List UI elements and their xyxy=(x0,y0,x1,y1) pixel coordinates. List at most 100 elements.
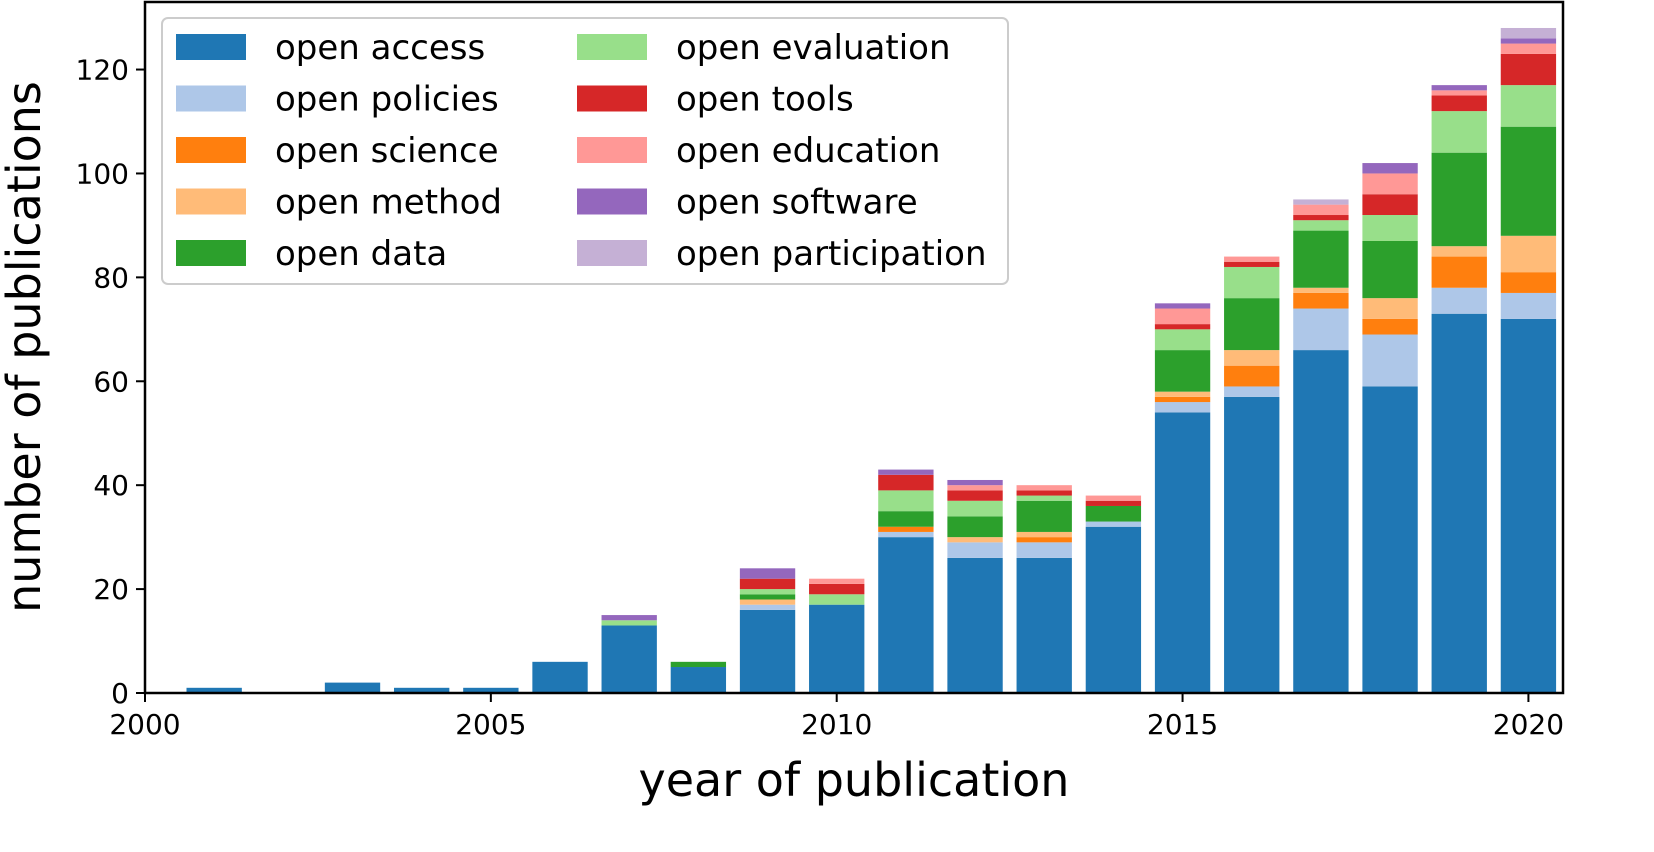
bar-segment-open-software-2019 xyxy=(1431,85,1487,91)
bar-segment-open-evaluation-2016 xyxy=(1224,266,1280,299)
bar-segment-open-software-2012 xyxy=(947,479,1003,486)
bar-segment-open-access-2018 xyxy=(1362,386,1418,693)
y-axis-ticks: 0 20 40 60 80 100 120 xyxy=(76,54,145,710)
bar-segment-open-policies-2020 xyxy=(1500,292,1557,319)
bar-segment-open-access-2008 xyxy=(670,667,727,693)
bar-segment-open-method-2019 xyxy=(1431,246,1487,257)
bar-segment-open-policies-2018 xyxy=(1362,334,1418,387)
bars-group xyxy=(186,27,1557,693)
bar-segment-open-tools-2012 xyxy=(947,490,1003,501)
bar-segment-open-software-2018 xyxy=(1362,163,1418,174)
legend: open access open policies open science open… xyxy=(161,17,1009,285)
bar-segment-open-education-2014 xyxy=(1085,495,1142,501)
bar-segment-open-policies-2017 xyxy=(1293,308,1349,351)
bar-segment-open-evaluation-2009 xyxy=(739,589,796,595)
legend-swatch-open-software xyxy=(577,188,647,215)
bar-segment-open-tools-2019 xyxy=(1431,95,1487,112)
bar-segment-open-access-2016 xyxy=(1224,396,1280,693)
bar-segment-open-access-2003 xyxy=(324,682,381,693)
bar-segment-open-science-2015 xyxy=(1154,396,1211,403)
x-axis-label: year of publication xyxy=(639,753,1070,807)
bar-segment-open-evaluation-2015 xyxy=(1154,329,1211,351)
bar-segment-open-science-2020 xyxy=(1500,272,1557,293)
y-tick-label-80: 80 xyxy=(93,261,129,294)
bar-segment-open-education-2010 xyxy=(809,578,865,584)
bar-segment-open-education-2016 xyxy=(1224,256,1280,262)
bar-segment-open-policies-2011 xyxy=(878,531,934,538)
bar-segment-open-science-2019 xyxy=(1431,256,1487,288)
legend-label-open-data: open data xyxy=(275,234,447,274)
x-tick-label-2005: 2005 xyxy=(455,708,526,741)
bar-segment-open-access-2013 xyxy=(1016,557,1072,693)
bar-segment-open-method-2012 xyxy=(947,537,1003,543)
bar-segment-open-science-2013 xyxy=(1016,537,1072,543)
bar-segment-open-method-2016 xyxy=(1224,350,1280,366)
bar-segment-open-tools-2013 xyxy=(1016,490,1072,496)
bar-segment-open-access-2015 xyxy=(1154,412,1211,693)
bar-segment-open-education-2012 xyxy=(947,485,1003,491)
bar-segment-open-access-2012 xyxy=(947,557,1003,693)
bar-segment-open-participation-2020 xyxy=(1500,27,1557,39)
y-tick-label-0: 0 xyxy=(111,677,129,710)
bar-segment-open-access-2005 xyxy=(463,687,519,693)
bar-segment-open-policies-2015 xyxy=(1154,402,1211,413)
bar-segment-open-education-2020 xyxy=(1500,43,1557,54)
bar-segment-open-data-2015 xyxy=(1154,350,1211,392)
bar-segment-open-access-2011 xyxy=(878,537,934,693)
bar-segment-open-access-2020 xyxy=(1500,318,1557,693)
bar-segment-open-data-2016 xyxy=(1224,298,1280,351)
legend-swatch-open-tools xyxy=(577,85,647,112)
bar-segment-open-method-2013 xyxy=(1016,531,1072,538)
bar-segment-open-access-2017 xyxy=(1293,350,1349,693)
bar-segment-open-education-2017 xyxy=(1293,204,1349,216)
legend-swatch-open-method xyxy=(176,188,246,215)
legend-label-open-access: open access xyxy=(275,28,485,68)
bar-segment-open-data-2013 xyxy=(1016,500,1072,532)
bar-segment-open-education-2015 xyxy=(1154,308,1211,325)
bar-segment-open-evaluation-2017 xyxy=(1293,220,1349,231)
legend-label-open-policies: open policies xyxy=(275,80,499,120)
legend-swatch-open-participation xyxy=(577,240,647,266)
bar-segment-open-data-2012 xyxy=(947,516,1003,538)
legend-label-open-software: open software xyxy=(676,183,918,223)
bar-segment-open-data-2011 xyxy=(878,511,934,527)
x-axis-ticks: 2000 2005 2010 2015 2020 xyxy=(109,693,1564,741)
bar-segment-open-data-2017 xyxy=(1293,230,1349,288)
bar-segment-open-policies-2016 xyxy=(1224,386,1280,397)
bar-segment-open-education-2019 xyxy=(1431,90,1487,96)
plot-frame xyxy=(143,0,1565,695)
bar-segment-open-data-2014 xyxy=(1085,505,1142,522)
bar-segment-open-tools-2020 xyxy=(1500,53,1557,86)
bar-segment-open-access-2019 xyxy=(1431,313,1487,693)
bar-segment-open-access-2009 xyxy=(739,609,796,693)
bar-segment-open-evaluation-2012 xyxy=(947,500,1003,517)
bar-segment-open-science-2011 xyxy=(878,526,934,532)
bar-segment-open-evaluation-2011 xyxy=(878,490,934,512)
bar-segment-open-tools-2010 xyxy=(809,583,865,595)
legend-swatch-open-science xyxy=(176,137,246,163)
bar-segment-open-tools-2017 xyxy=(1293,215,1349,221)
bar-segment-open-tools-2014 xyxy=(1085,500,1142,506)
bar-segment-open-data-2019 xyxy=(1431,152,1487,247)
legend-label-open-education: open education xyxy=(676,131,940,171)
y-tick-label-100: 100 xyxy=(76,157,129,190)
bar-segment-open-evaluation-2013 xyxy=(1016,495,1072,501)
bar-segment-open-method-2015 xyxy=(1154,391,1211,397)
legend-label-open-evaluation: open evaluation xyxy=(676,28,951,68)
bar-segment-open-tools-2016 xyxy=(1224,261,1280,267)
bar-segment-open-tools-2018 xyxy=(1362,194,1418,216)
bar-segment-open-participation-2017 xyxy=(1293,199,1349,205)
bar-segment-open-education-2013 xyxy=(1016,485,1072,491)
bar-segment-open-access-2014 xyxy=(1085,526,1142,693)
bar-segment-open-software-2007 xyxy=(601,615,657,621)
bar-segment-open-access-2006 xyxy=(532,661,588,693)
bar-segment-open-evaluation-2020 xyxy=(1500,85,1557,127)
bar-segment-open-policies-2009 xyxy=(739,604,796,610)
bar-segment-open-access-2004 xyxy=(394,687,450,693)
bar-segment-open-science-2018 xyxy=(1362,318,1418,335)
bar-segment-open-software-2020 xyxy=(1500,38,1557,44)
bar-segment-open-policies-2014 xyxy=(1085,521,1142,527)
bar-segment-open-method-2017 xyxy=(1293,287,1349,293)
